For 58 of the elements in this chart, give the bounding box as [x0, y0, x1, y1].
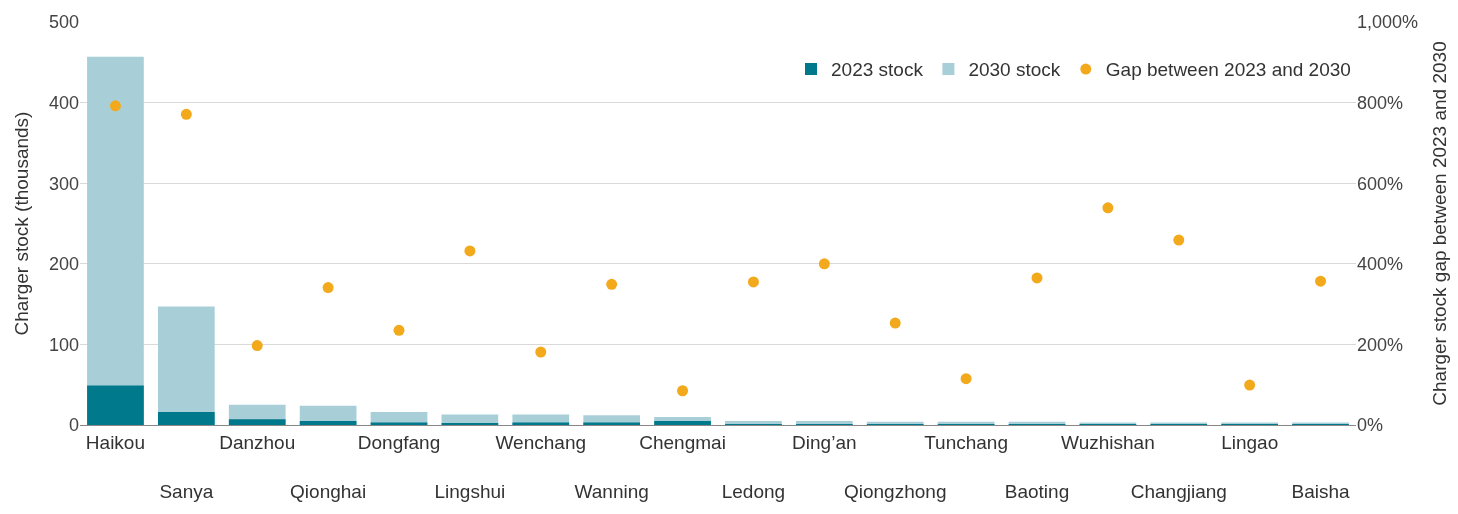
x-tick-label: Qiongzhong — [843, 481, 947, 503]
x-tick-label: Wanning — [574, 481, 649, 503]
point — [1031, 272, 1043, 284]
bar — [299, 420, 357, 425]
point — [889, 317, 901, 329]
point — [1315, 275, 1327, 287]
point — [464, 245, 476, 257]
bar — [654, 420, 711, 425]
point — [1102, 202, 1114, 214]
bar — [87, 385, 144, 425]
x-tick-label: Ledong — [721, 481, 786, 503]
x-tick-label: Changjiang — [1130, 481, 1227, 503]
point — [1173, 234, 1185, 246]
x-tick-label: Ding’an — [792, 431, 857, 453]
y2-tick-label: 0% — [1357, 415, 1384, 436]
bar — [228, 419, 286, 425]
y2-tick-label: 400% — [1357, 254, 1404, 275]
x-tick-label: Qionghai — [290, 481, 367, 503]
bar — [157, 412, 215, 425]
point — [747, 276, 759, 288]
x-tick-label: Wenchang — [495, 431, 587, 453]
point — [322, 282, 334, 294]
x-tick-label: Lingshui — [434, 481, 506, 503]
point — [109, 100, 121, 112]
y-tick-label: 100 — [48, 334, 79, 355]
point — [606, 278, 618, 290]
x-tick-label: Haikou — [85, 431, 146, 453]
x-tick-label: Baisha — [1291, 481, 1351, 503]
point — [180, 108, 192, 120]
point — [960, 373, 972, 385]
y2-tick-label: 800% — [1357, 92, 1404, 113]
x-tick-label: Chengmai — [639, 431, 726, 453]
x-tick-label: Lingao — [1221, 431, 1279, 453]
y-tick-label: 0 — [68, 415, 79, 436]
y-tick-label: 200 — [48, 254, 79, 275]
point — [535, 346, 547, 358]
x-tick-label: Sanya — [159, 481, 214, 503]
x-tick-label: Dongfang — [357, 431, 441, 453]
y2-tick-label: 200% — [1357, 334, 1404, 355]
legend-label: 2023 stock — [831, 59, 924, 81]
x-tick-label: Wuzhishan — [1061, 431, 1155, 453]
x-tick-label: Danzhou — [219, 431, 296, 453]
y2-axis-title: Charger stock gap between 2023 and 2030 — [1428, 41, 1450, 406]
point — [1244, 379, 1256, 391]
y-tick-label: 400 — [48, 92, 79, 113]
point — [818, 258, 830, 270]
y-tick-label: 500 — [48, 12, 79, 33]
point — [393, 324, 405, 336]
point — [677, 385, 689, 397]
legend-label: Gap between 2023 and 2030 — [1105, 59, 1351, 81]
x-tick-label: Tunchang — [924, 431, 1009, 453]
x-tick-label: Baoting — [1004, 481, 1070, 503]
point — [251, 340, 263, 352]
y2-tick-label: 1,000% — [1357, 12, 1419, 33]
y-axis-title: Charger stock (thousands) — [10, 111, 32, 336]
y-tick-label: 300 — [48, 173, 79, 194]
y2-tick-label: 600% — [1357, 173, 1404, 194]
legend-label: 2030 stock — [968, 59, 1061, 81]
